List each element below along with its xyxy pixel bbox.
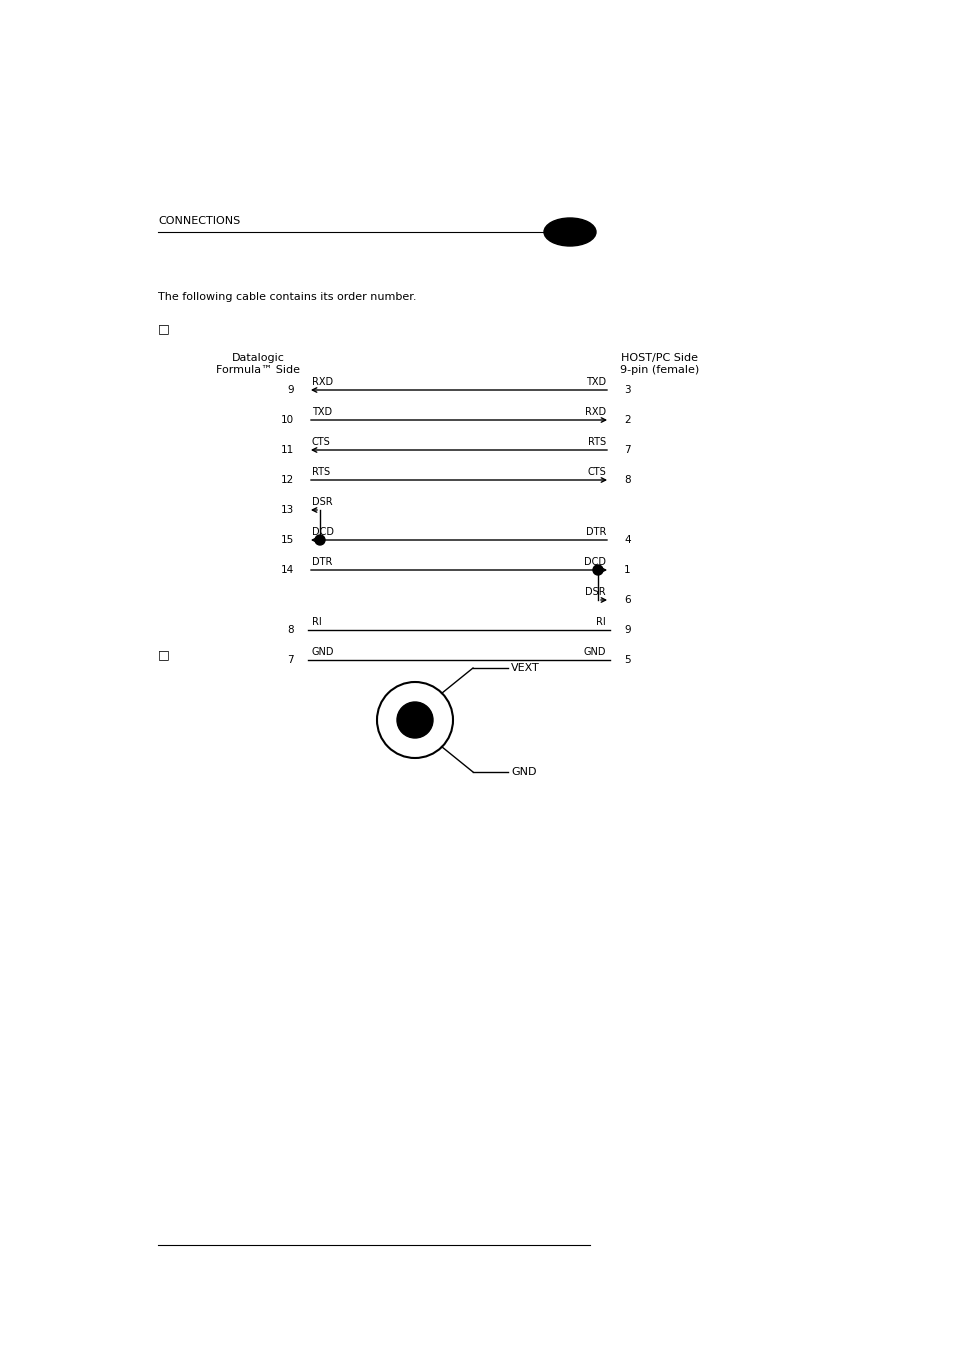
Text: CTS: CTS [312, 436, 331, 447]
Text: 8: 8 [623, 476, 630, 485]
Text: The following cable contains its order number.: The following cable contains its order n… [158, 292, 416, 303]
Circle shape [593, 565, 602, 576]
Text: 15: 15 [280, 535, 294, 544]
Text: DSR: DSR [312, 497, 333, 507]
Text: RI: RI [312, 617, 321, 627]
Text: DCD: DCD [583, 557, 605, 567]
Text: 3: 3 [623, 385, 630, 394]
Text: 12: 12 [280, 476, 294, 485]
Text: 1: 1 [623, 565, 630, 576]
Text: TXD: TXD [585, 377, 605, 386]
Text: VEXT: VEXT [511, 663, 539, 673]
Text: 14: 14 [280, 565, 294, 576]
Text: DSR: DSR [585, 586, 605, 597]
Text: DTR: DTR [585, 527, 605, 536]
Text: CTS: CTS [587, 467, 605, 477]
Text: 4: 4 [623, 535, 630, 544]
Text: CONNECTIONS: CONNECTIONS [158, 216, 240, 226]
Text: 8: 8 [287, 626, 294, 635]
Text: RI: RI [596, 617, 605, 627]
Text: 6: 6 [623, 594, 630, 605]
Text: 11: 11 [280, 444, 294, 455]
Text: TXD: TXD [312, 407, 332, 417]
Text: 9: 9 [287, 385, 294, 394]
Text: 2: 2 [623, 415, 630, 426]
Text: 13: 13 [280, 505, 294, 515]
Text: 10: 10 [280, 415, 294, 426]
Text: RTS: RTS [587, 436, 605, 447]
Text: RTS: RTS [312, 467, 330, 477]
Text: Datalogic
Formula™ Side: Datalogic Formula™ Side [215, 354, 299, 376]
Ellipse shape [543, 218, 596, 246]
Text: DTR: DTR [312, 557, 332, 567]
Text: □: □ [158, 322, 170, 335]
Text: HOST/PC Side
9-pin (female): HOST/PC Side 9-pin (female) [619, 354, 699, 376]
Text: DCD: DCD [312, 527, 334, 536]
Text: GND: GND [511, 767, 536, 777]
Circle shape [314, 535, 325, 544]
Text: 9: 9 [623, 626, 630, 635]
Text: GND: GND [312, 647, 335, 657]
Text: 7: 7 [623, 444, 630, 455]
Text: 7: 7 [287, 655, 294, 665]
Text: □: □ [158, 648, 170, 661]
Text: RXD: RXD [312, 377, 333, 386]
Circle shape [396, 703, 433, 738]
Text: 5: 5 [623, 655, 630, 665]
Text: GND: GND [583, 647, 605, 657]
Text: RXD: RXD [584, 407, 605, 417]
